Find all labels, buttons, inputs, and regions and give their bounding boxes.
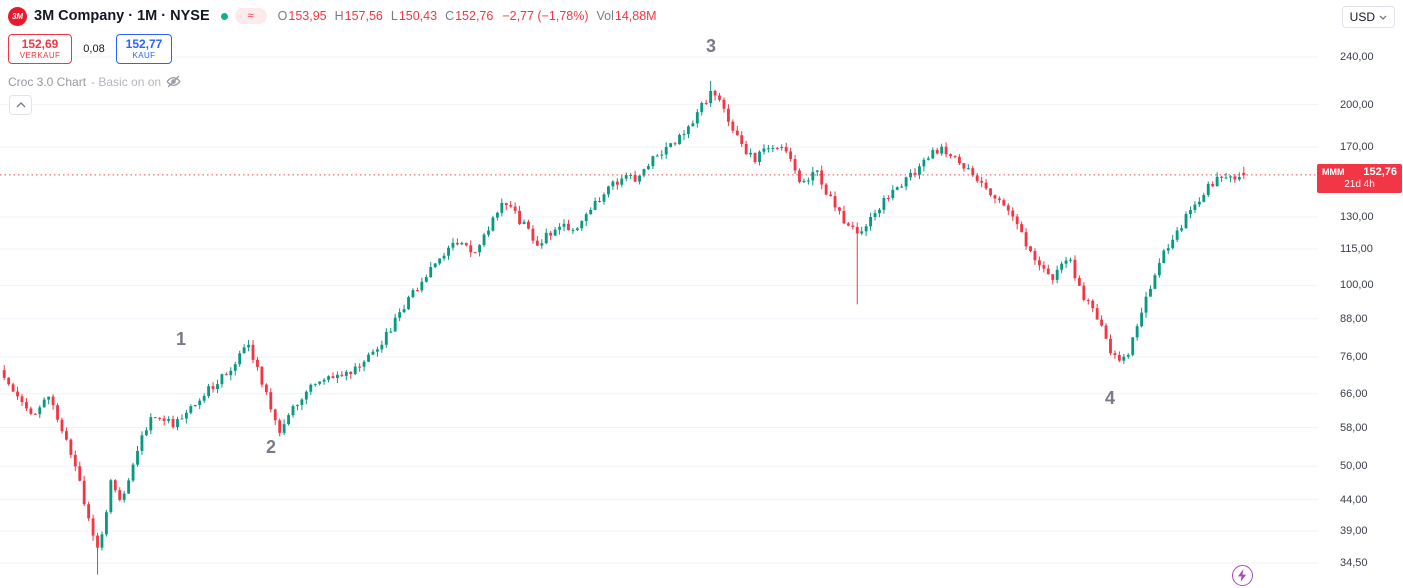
symbol-logo-text: 3M	[11, 11, 24, 21]
price-axis-label: 170,00	[1340, 141, 1374, 153]
sell-price: 152,69	[21, 36, 59, 51]
price-axis-label: 39,00	[1340, 525, 1368, 538]
price-axis-label: 88,00	[1340, 312, 1368, 325]
indicator-subtitle: - Basic on on	[91, 74, 162, 89]
lightning-icon	[1237, 569, 1247, 582]
collapse-panel-button[interactable]	[9, 95, 32, 115]
sell-button[interactable]: 152,69 VERKAUF	[8, 34, 72, 64]
price-axis[interactable]: 240,00 200,00 170,00 130,00 115,00 100,00 88,0…	[1318, 0, 1403, 588]
spread-value: 0,08	[83, 43, 105, 55]
ohlc-values: O153,95 H157,56 L150,43 C152,76 −2,77 (−…	[278, 9, 665, 23]
price-axis-label: 76,00	[1340, 351, 1368, 363]
current-price-label: MMM 152,76 21d 4h	[1317, 164, 1402, 193]
lightning-boost-button[interactable]	[1232, 565, 1253, 586]
eye-off-icon[interactable]	[166, 74, 181, 89]
price-tag-price: 152,76	[1363, 166, 1397, 178]
price-axis-label: 50,00	[1340, 460, 1368, 473]
price-axis-label: 58,00	[1340, 421, 1368, 434]
market-status-dot	[220, 12, 228, 20]
sell-label: VERKAUF	[19, 50, 61, 60]
currency-label: USD	[1349, 10, 1375, 24]
chevron-up-icon	[16, 102, 25, 108]
trade-panel: 152,69 VERKAUF 0,08 152,77 KAUF	[8, 33, 172, 65]
buy-price: 152,77	[125, 36, 163, 51]
buy-button[interactable]: 152,77 KAUF	[116, 34, 172, 64]
wave-label: 1	[176, 329, 186, 349]
price-tag-symbol: MMM	[1322, 167, 1345, 177]
price-axis-label: 66,00	[1340, 387, 1368, 400]
buy-label: KAUF	[132, 50, 156, 60]
price-tag-row: MMM 152,76	[1322, 166, 1397, 178]
chart-header: 3M 3M Company · 1M · NYSE ≈ O153,95 H157…	[8, 4, 665, 28]
ohlc-close: C152,76	[445, 9, 494, 23]
price-axis-label: 130,00	[1340, 211, 1374, 223]
delayed-data-badge[interactable]: ≈	[234, 8, 267, 24]
wave-label: 3	[706, 36, 716, 56]
price-axis-label: 240,00	[1340, 51, 1374, 63]
bar-countdown: 21d 4h	[1344, 179, 1375, 190]
volume: Vol14,88M	[596, 9, 657, 23]
chevron-down-icon	[1379, 15, 1387, 20]
price-axis-label: 100,00	[1340, 279, 1374, 292]
price-axis-label: 200,00	[1340, 98, 1374, 111]
symbol-title[interactable]: 3M Company · 1M · NYSE	[34, 8, 210, 24]
wave-label: 4	[1105, 388, 1115, 408]
ohlc-high: H157,56	[334, 9, 383, 23]
price-change: −2,77 (−1,78%)	[502, 9, 589, 23]
wave-label: 2	[266, 437, 276, 457]
indicator-legend[interactable]: Croc 3.0 Chart - Basic on on	[8, 74, 181, 89]
symbol-logo[interactable]: 3M	[8, 6, 27, 26]
price-axis-label: 115,00	[1340, 242, 1373, 255]
ohlc-open: O153,95	[277, 9, 327, 23]
ohlc-low: L150,43	[390, 9, 438, 23]
indicator-title: Croc 3.0 Chart	[8, 74, 87, 89]
price-axis-label: 34,50	[1340, 557, 1368, 570]
currency-selector[interactable]: USD	[1341, 6, 1395, 28]
price-axis-label: 44,00	[1340, 493, 1368, 506]
